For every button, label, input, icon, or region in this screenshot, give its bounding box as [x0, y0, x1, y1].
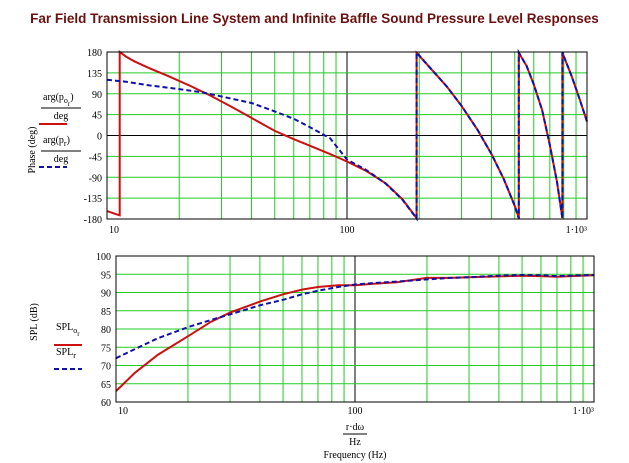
y-tick-label: 85: [101, 307, 111, 318]
y-tick-label: 135: [87, 69, 102, 80]
x-tick-label: 100: [348, 406, 363, 417]
chart-title: Far Field Transmission Line System and I…: [30, 11, 599, 26]
plot-frame: [106, 51, 588, 220]
y-axis-label: SPL (dB): [29, 303, 40, 341]
y-tick-label: 95: [101, 270, 111, 281]
x-tick-label: 100: [340, 225, 355, 236]
legend-label: SPLor: [56, 322, 80, 338]
y-tick-label: 45: [92, 111, 102, 122]
y-tick-label: 0: [97, 132, 102, 143]
x-axis-label-numerator: r·dω: [346, 422, 365, 433]
x-axis-title: Frequency (Hz): [323, 450, 386, 461]
x-tick-label: 1·10³: [573, 406, 594, 417]
x-tick-label: 1·10³: [566, 225, 587, 236]
y-tick-label: 60: [101, 398, 111, 409]
x-tick-label: 10: [118, 406, 128, 417]
legend-numerator: arg(pr): [43, 135, 70, 148]
y-tick-label: 180: [87, 48, 102, 59]
x-axis-label-denominator: Hz: [349, 437, 361, 448]
y-tick-label: 65: [101, 380, 111, 391]
legend-numerator: arg(por): [43, 92, 74, 108]
y-tick-label: 80: [101, 325, 111, 336]
y-tick-label: 100: [96, 252, 111, 263]
series-line-dashed: [106, 48, 588, 222]
legend-denominator: deg: [54, 111, 68, 122]
y-tick-label: -90: [89, 173, 102, 184]
x-tick-label: 10: [109, 225, 119, 236]
y-tick-label: 70: [101, 362, 111, 373]
legend-denominator: deg: [54, 154, 68, 165]
y-axis-label: Phase (deg): [27, 127, 38, 174]
legend-label: SPLr: [56, 347, 76, 360]
y-tick-label: 75: [101, 343, 111, 354]
series-line-dashed: [115, 273, 595, 360]
y-tick-label: -45: [89, 152, 102, 163]
y-tick-label: 90: [92, 90, 102, 101]
y-tick-label: -135: [84, 194, 102, 205]
y-tick-label: 90: [101, 289, 111, 300]
plot-frame: [115, 255, 595, 403]
y-tick-label: -180: [84, 215, 102, 226]
